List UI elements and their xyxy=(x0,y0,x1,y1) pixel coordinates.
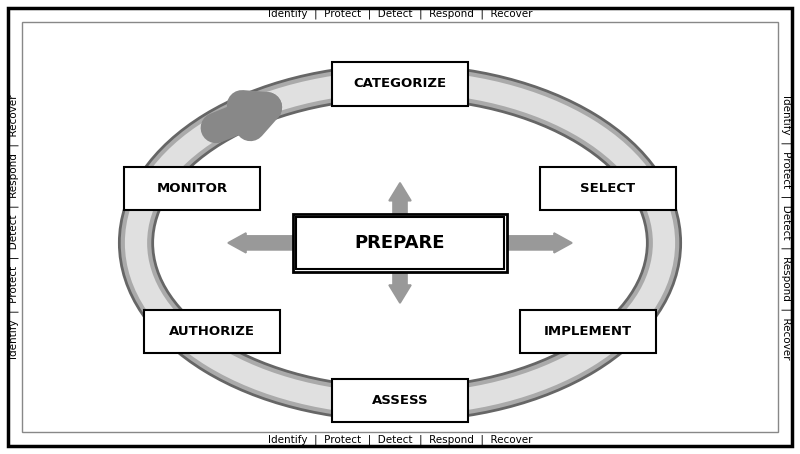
FancyBboxPatch shape xyxy=(332,379,468,422)
Text: IMPLEMENT: IMPLEMENT xyxy=(544,325,632,338)
FancyBboxPatch shape xyxy=(293,214,507,272)
Text: AUTHORIZE: AUTHORIZE xyxy=(169,325,255,338)
FancyBboxPatch shape xyxy=(520,310,656,353)
FancyBboxPatch shape xyxy=(124,167,260,210)
Text: SELECT: SELECT xyxy=(581,182,635,195)
FancyBboxPatch shape xyxy=(296,217,504,269)
Text: Identify  |  Protect  |  Detect  |  Respond  |  Recover: Identify | Protect | Detect | Respond | … xyxy=(268,435,532,445)
FancyArrow shape xyxy=(389,183,411,217)
FancyArrow shape xyxy=(228,233,296,253)
Text: ASSESS: ASSESS xyxy=(372,394,428,407)
FancyBboxPatch shape xyxy=(144,310,280,353)
FancyBboxPatch shape xyxy=(540,167,676,210)
FancyArrow shape xyxy=(389,269,411,303)
Text: Identify  |  Protect  |  Detect  |  Respond  |  Recover: Identify | Protect | Detect | Respond | … xyxy=(268,9,532,19)
Text: Identify  |  Protect  |  Detect  |  Respond  |  Recover: Identify | Protect | Detect | Respond | … xyxy=(781,95,791,359)
FancyArrow shape xyxy=(504,233,572,253)
FancyBboxPatch shape xyxy=(332,62,468,105)
Text: MONITOR: MONITOR xyxy=(157,182,227,195)
Text: Identify  |  Protect  |  Detect  |  Respond  |  Recover: Identify | Protect | Detect | Respond | … xyxy=(9,95,19,359)
Text: CATEGORIZE: CATEGORIZE xyxy=(354,78,446,90)
Text: PREPARE: PREPARE xyxy=(354,234,446,252)
